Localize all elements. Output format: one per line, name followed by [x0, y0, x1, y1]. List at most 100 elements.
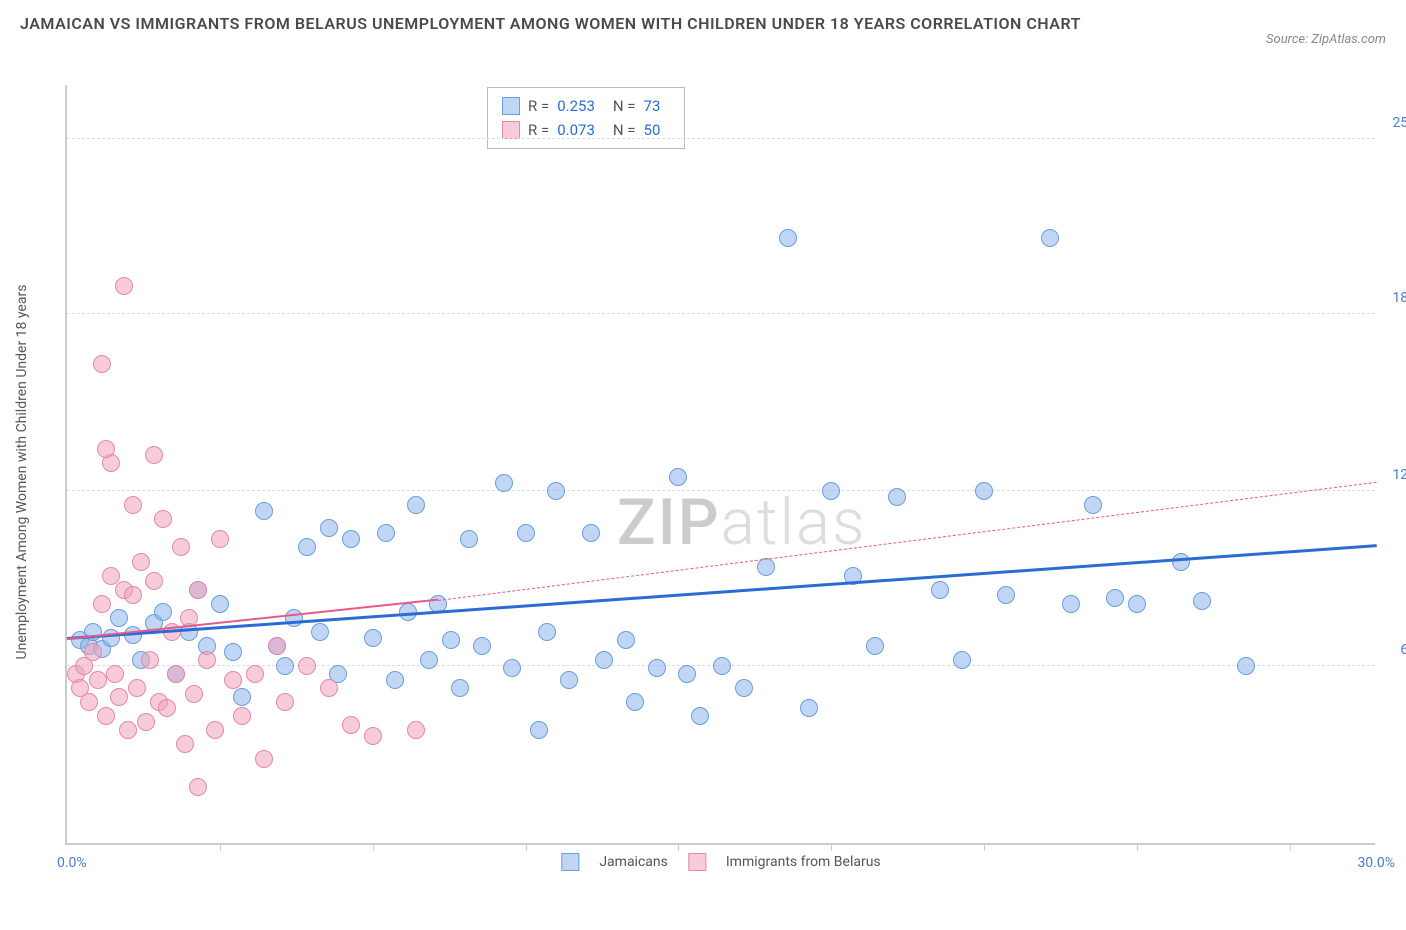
data-point: [442, 631, 460, 649]
x-tick-mark: [526, 843, 527, 851]
x-axis-min: 0.0%: [57, 855, 87, 871]
data-point: [298, 538, 316, 556]
data-point: [1062, 595, 1080, 613]
legend-swatch-jamaicans: [561, 853, 579, 871]
data-point: [517, 524, 535, 542]
data-point: [713, 657, 731, 675]
data-point: [364, 629, 382, 647]
data-point: [233, 688, 251, 706]
y-tick-label: 12.5%: [1392, 467, 1406, 483]
data-point: [124, 586, 142, 604]
data-point: [888, 488, 906, 506]
data-point: [276, 657, 294, 675]
r-label: R =: [528, 94, 549, 118]
x-axis-max: 30.0%: [1357, 855, 1395, 871]
data-point: [779, 229, 797, 247]
x-tick-mark: [831, 843, 832, 851]
data-point: [1128, 595, 1146, 613]
data-point: [473, 637, 491, 655]
data-point: [311, 623, 329, 641]
data-point: [691, 707, 709, 725]
data-point: [595, 651, 613, 669]
data-point: [298, 657, 316, 675]
data-point: [172, 538, 190, 556]
data-point: [530, 721, 548, 739]
data-point: [342, 716, 360, 734]
data-point: [154, 510, 172, 528]
data-point: [154, 603, 172, 621]
data-point: [224, 643, 242, 661]
trend-line: [438, 482, 1377, 601]
data-point: [97, 440, 115, 458]
data-point: [233, 707, 251, 725]
data-point: [158, 699, 176, 717]
x-tick-mark: [1137, 843, 1138, 851]
data-point: [128, 679, 146, 697]
series-legend: Jamaicans Immigrants from Belarus: [561, 853, 880, 871]
data-point: [757, 558, 775, 576]
data-point: [110, 609, 128, 627]
data-point: [648, 659, 666, 677]
data-point: [364, 727, 382, 745]
data-point: [1106, 589, 1124, 607]
data-point: [93, 595, 111, 613]
data-point: [386, 671, 404, 689]
data-point: [255, 502, 273, 520]
x-tick-mark: [984, 843, 985, 851]
data-point: [1172, 553, 1190, 571]
data-point: [377, 524, 395, 542]
data-point: [1237, 657, 1255, 675]
data-point: [495, 474, 513, 492]
data-point: [735, 679, 753, 697]
x-tick-mark: [678, 843, 679, 851]
data-point: [320, 519, 338, 537]
data-point: [822, 482, 840, 500]
data-point: [669, 468, 687, 486]
data-point: [110, 688, 128, 706]
data-point: [538, 623, 556, 641]
source-attribution: Source: ZipAtlas.com: [1266, 32, 1386, 47]
data-point: [124, 496, 142, 514]
data-point: [953, 651, 971, 669]
data-point: [206, 721, 224, 739]
swatch-belarus: [502, 121, 520, 139]
data-point: [137, 713, 155, 731]
data-point: [975, 482, 993, 500]
gridline: [67, 138, 1375, 139]
chart-title: JAMAICAN VS IMMIGRANTS FROM BELARUS UNEM…: [20, 12, 1081, 36]
data-point: [211, 595, 229, 613]
data-point: [503, 659, 521, 677]
data-point: [420, 651, 438, 669]
data-point: [320, 679, 338, 697]
data-point: [119, 721, 137, 739]
y-axis-label: Unemployment Among Women with Children U…: [14, 285, 30, 660]
data-point: [145, 446, 163, 464]
y-tick-label: 25.0%: [1392, 115, 1406, 131]
y-tick-label: 18.8%: [1392, 290, 1406, 306]
data-point: [626, 693, 644, 711]
data-point: [89, 671, 107, 689]
data-point: [211, 530, 229, 548]
swatch-jamaicans: [502, 97, 520, 115]
x-tick-mark: [373, 843, 374, 851]
gridline: [67, 313, 1375, 314]
data-point: [84, 643, 102, 661]
data-point: [185, 685, 203, 703]
r-value-1: 0.253: [557, 94, 595, 118]
data-point: [80, 693, 98, 711]
data-point: [97, 707, 115, 725]
scatter-chart: Unemployment Among Women with Children U…: [65, 85, 1375, 845]
data-point: [407, 496, 425, 514]
data-point: [800, 699, 818, 717]
data-point: [342, 530, 360, 548]
data-point: [115, 277, 133, 295]
data-point: [198, 651, 216, 669]
data-point: [997, 586, 1015, 604]
data-point: [931, 581, 949, 599]
data-point: [189, 581, 207, 599]
data-point: [145, 572, 163, 590]
data-point: [678, 665, 696, 683]
data-point: [451, 679, 469, 697]
data-point: [132, 553, 150, 571]
n-label: N =: [613, 94, 636, 118]
